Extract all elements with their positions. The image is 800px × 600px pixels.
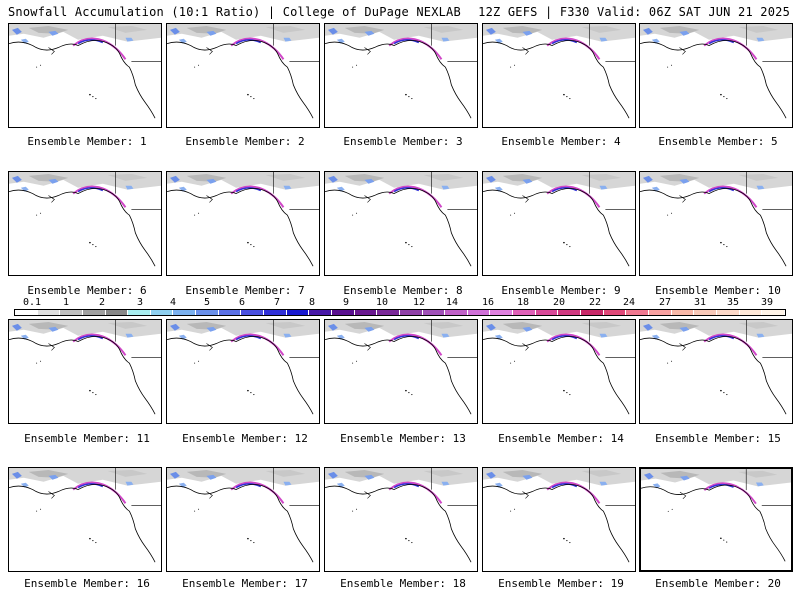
color-scale-swatch [331,310,355,315]
ensemble-member-label: Ensemble Member: 4 [501,135,621,148]
ensemble-member-label: Ensemble Member: 18 [340,577,466,590]
ensemble-map-panel [639,467,793,572]
color-scale-swatch [467,310,491,315]
ensemble-member-label: Ensemble Member: 3 [343,135,463,148]
ensemble-member-label: Ensemble Member: 9 [501,284,621,297]
ensemble-member-label: Ensemble Member: 8 [343,284,463,297]
ensemble-member-label: Ensemble Member: 5 [658,135,778,148]
color-scale-swatch [581,310,604,315]
ensemble-map-panel [324,171,478,276]
color-scale-swatch [671,310,695,315]
ensemble-map-panel [8,171,162,276]
color-scale-swatch [309,310,332,315]
ensemble-member-label: Ensemble Member: 10 [655,284,781,297]
color-scale-swatch [173,310,197,315]
color-scale-tick-label: 14 [445,297,459,308]
color-scale-tick-label: 9 [342,297,350,308]
ensemble-map-panel [166,171,320,276]
color-scale-swatch [603,310,627,315]
color-scale-tick-label: 18 [516,297,530,308]
color-scale-tick-label: 31 [693,297,707,308]
color-scale-tick-label: 22 [588,297,602,308]
ensemble-map-panel [482,23,636,128]
ensemble-map-panel [639,319,793,424]
color-scale-swatch [558,310,582,315]
color-scale-swatch [128,310,151,315]
color-scale-tick-label: 2 [98,297,106,308]
ensemble-member-label: Ensemble Member: 14 [498,432,624,445]
color-scale-tick-label: 35 [726,297,740,308]
color-scale-swatch [626,310,649,315]
ensemble-member-label: Ensemble Member: 15 [655,432,781,445]
ensemble-member-label: Ensemble Member: 19 [498,577,624,590]
color-scale-swatch [105,310,129,315]
ensemble-map-panel [8,23,162,128]
ensemble-map-panel [166,319,320,424]
ensemble-map-panel [324,23,478,128]
color-scale-tick-label: 8 [308,297,316,308]
color-scale-swatch [377,310,400,315]
ensemble-map-panel [482,319,636,424]
ensemble-map-panel [324,319,478,424]
color-scale-tick-label: 1 [62,297,70,308]
color-scale-tick-label: 20 [552,297,566,308]
ensemble-map-panel [166,467,320,572]
color-scale-swatch [445,310,468,315]
color-scale-swatch [150,310,174,315]
color-scale-tick-label: 24 [622,297,636,308]
ensemble-map-panel [482,171,636,276]
ensemble-map-panel [8,319,162,424]
color-scale-swatch [264,310,287,315]
color-scale-swatch [648,310,672,315]
ensemble-map-panel [639,23,793,128]
color-scale-tick-label: 0.1 [22,297,42,308]
color-scale-swatch [15,310,38,315]
ensemble-map-panel [8,467,162,572]
color-scale-swatch [535,310,559,315]
color-scale-tick-label: 6 [238,297,246,308]
color-scale-swatch [399,310,423,315]
snowfall-color-scale [14,309,786,316]
color-scale-tick-label: 10 [375,297,389,308]
ensemble-map-panel [639,171,793,276]
color-scale-swatch [739,310,763,315]
valid-time-label: 12Z GEFS | F330 Valid: 06Z SAT JUN 21 20… [478,5,790,19]
color-scale-swatch [354,310,378,315]
color-scale-tick-label: 12 [412,297,426,308]
color-scale-swatch [716,310,740,315]
ensemble-member-label: Ensemble Member: 16 [24,577,150,590]
ensemble-member-label: Ensemble Member: 6 [27,284,147,297]
color-scale-swatch [490,310,514,315]
color-scale-swatch [762,310,785,315]
color-scale-swatch [513,310,536,315]
ensemble-member-label: Ensemble Member: 1 [27,135,147,148]
color-scale-tick-label: 39 [760,297,774,308]
ensemble-member-label: Ensemble Member: 20 [655,577,781,590]
map-title: Snowfall Accumulation (10:1 Ratio) | Col… [8,5,461,19]
ensemble-member-label: Ensemble Member: 2 [185,135,305,148]
color-scale-tick-label: 3 [136,297,144,308]
ensemble-member-label: Ensemble Member: 13 [340,432,466,445]
color-scale-swatch [422,310,446,315]
color-scale-swatch [37,310,61,315]
color-scale-tick-label: 5 [203,297,211,308]
color-scale-swatch [241,310,265,315]
color-scale-tick-label: 4 [169,297,177,308]
ensemble-map-panel [166,23,320,128]
color-scale-swatch [286,310,310,315]
color-scale-tick-label: 7 [273,297,281,308]
ensemble-member-label: Ensemble Member: 7 [185,284,305,297]
color-scale-swatch [196,310,219,315]
ensemble-map-panel [482,467,636,572]
ensemble-map-panel [324,467,478,572]
color-scale-swatch [60,310,83,315]
color-scale-swatch [82,310,106,315]
ensemble-member-label: Ensemble Member: 12 [182,432,308,445]
color-scale-tick-label: 16 [481,297,495,308]
ensemble-member-label: Ensemble Member: 17 [182,577,308,590]
color-scale-swatch [218,310,242,315]
color-scale-tick-label: 27 [658,297,672,308]
ensemble-member-label: Ensemble Member: 11 [24,432,150,445]
color-scale-swatch [694,310,717,315]
